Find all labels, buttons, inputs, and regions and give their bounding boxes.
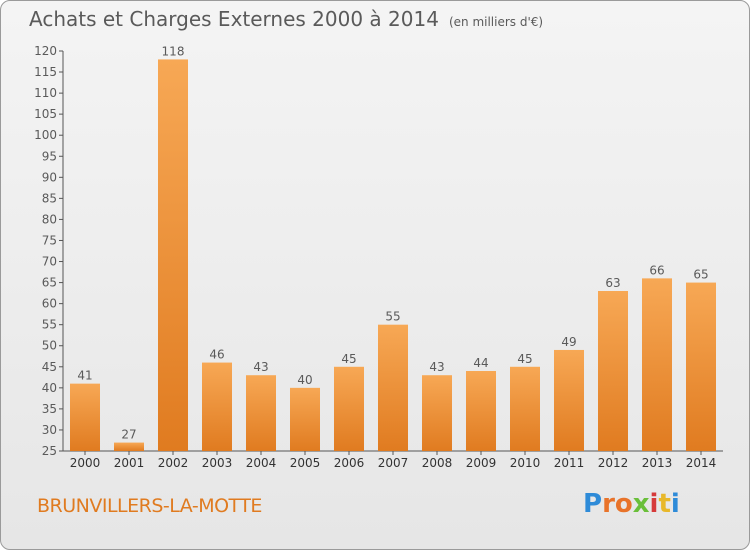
commune-name: BRUNVILLERS-LA-MOTTE — [37, 495, 262, 517]
bar — [114, 442, 144, 451]
proxiti-logo: Proxiti — [583, 489, 680, 519]
data-label: 65 — [693, 268, 708, 282]
x-tick-label: 2005 — [290, 456, 321, 470]
bar — [378, 324, 408, 451]
chart-unit: (en milliers d'€) — [448, 15, 544, 29]
data-label: 27 — [121, 428, 136, 442]
y-tick-label: 55 — [42, 318, 57, 332]
y-tick-label: 45 — [42, 360, 57, 374]
data-label: 66 — [649, 263, 664, 277]
y-tick-label: 90 — [42, 170, 57, 184]
chart-title: Achats et Charges Externes 2000 à 2014 (e… — [29, 7, 543, 31]
y-tick-label: 120 — [34, 44, 57, 58]
x-tick-label: 2014 — [686, 456, 717, 470]
data-label: 49 — [561, 335, 576, 349]
x-tick-label: 2010 — [510, 456, 541, 470]
data-label: 45 — [341, 352, 356, 366]
logo-letter: o — [614, 489, 633, 519]
y-tick-label: 50 — [42, 339, 57, 353]
logo-letter: i — [649, 489, 659, 519]
logo-letter: P — [583, 489, 603, 519]
chart-title-text: Achats et Charges Externes 2000 à 2014 — [29, 7, 439, 31]
bar — [642, 278, 672, 451]
bar — [422, 375, 452, 451]
data-label: 41 — [77, 369, 92, 383]
logo-letter: i — [670, 489, 680, 519]
x-tick-label: 2009 — [466, 456, 497, 470]
y-tick-label: 25 — [42, 444, 57, 458]
y-tick-label: 70 — [42, 255, 57, 269]
bar — [598, 291, 628, 451]
data-label: 43 — [253, 360, 268, 374]
y-tick-label: 40 — [42, 381, 57, 395]
y-tick-label: 35 — [42, 402, 57, 416]
data-label: 40 — [297, 373, 312, 387]
x-tick-label: 2003 — [202, 456, 233, 470]
bar — [202, 362, 232, 451]
data-label: 44 — [473, 356, 488, 370]
x-tick-label: 2006 — [334, 456, 365, 470]
x-tick-label: 2001 — [114, 456, 145, 470]
x-tick-label: 2013 — [642, 456, 673, 470]
x-tick-label: 2004 — [246, 456, 277, 470]
data-label: 63 — [605, 276, 620, 290]
y-tick-label: 65 — [42, 276, 57, 290]
x-tick-label: 2007 — [378, 456, 409, 470]
bar — [334, 366, 364, 451]
y-tick-label: 95 — [42, 149, 57, 163]
data-label: 46 — [209, 348, 224, 362]
x-tick-label: 2002 — [158, 456, 189, 470]
y-tick-label: 110 — [34, 86, 57, 100]
bar — [554, 349, 584, 451]
data-label: 43 — [429, 360, 444, 374]
logo-letter: t — [658, 489, 671, 519]
x-tick-label: 2008 — [422, 456, 453, 470]
y-tick-label: 75 — [42, 233, 57, 247]
bar — [510, 366, 540, 451]
bar — [246, 375, 276, 451]
x-tick-label: 2012 — [598, 456, 629, 470]
y-tick-label: 80 — [42, 212, 57, 226]
x-tick-label: 2000 — [70, 456, 101, 470]
y-tick-label: 85 — [42, 191, 57, 205]
y-tick-label: 60 — [42, 297, 57, 311]
data-label: 118 — [162, 44, 185, 58]
bar — [466, 371, 496, 451]
logo-letter: r — [602, 489, 615, 519]
bar — [290, 387, 320, 451]
y-tick-label: 100 — [34, 128, 57, 142]
x-tick-label: 2011 — [554, 456, 585, 470]
data-label: 55 — [385, 310, 400, 324]
bar — [158, 59, 188, 451]
data-label: 45 — [517, 352, 532, 366]
y-tick-label: 115 — [34, 65, 57, 79]
y-tick-label: 30 — [42, 423, 57, 437]
y-tick-label: 105 — [34, 107, 57, 121]
logo-letter: x — [632, 489, 650, 519]
bar — [70, 383, 100, 451]
bar — [686, 282, 716, 451]
